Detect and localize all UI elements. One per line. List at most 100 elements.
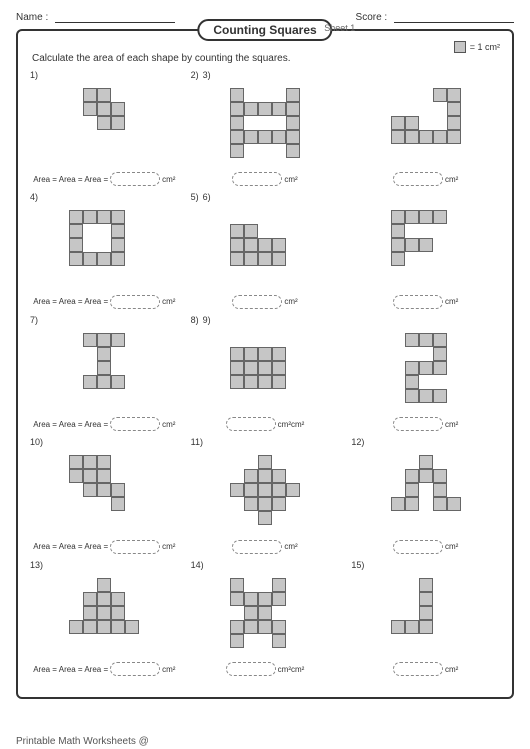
empty-square xyxy=(286,238,300,252)
empty-square xyxy=(433,592,447,606)
empty-square xyxy=(244,116,258,130)
filled-square xyxy=(258,511,272,525)
empty-square xyxy=(125,210,139,224)
filled-square xyxy=(391,130,405,144)
empty-square xyxy=(125,361,139,375)
filled-square xyxy=(419,592,433,606)
empty-square xyxy=(286,224,300,238)
empty-square xyxy=(69,333,83,347)
problem-cell: 8)9)cm²cm² xyxy=(189,315,342,435)
answer-blank[interactable] xyxy=(393,172,443,186)
filled-square xyxy=(97,455,111,469)
unit-label: cm² xyxy=(445,665,458,674)
filled-square xyxy=(272,578,286,592)
empty-square xyxy=(433,102,447,116)
empty-square xyxy=(69,361,83,375)
empty-square xyxy=(286,469,300,483)
empty-square xyxy=(258,578,272,592)
empty-square xyxy=(69,634,83,648)
filled-square xyxy=(433,389,447,403)
empty-square xyxy=(433,620,447,634)
filled-square xyxy=(286,116,300,130)
filled-square xyxy=(433,88,447,102)
unit-label: cm² xyxy=(445,175,458,184)
answer-blank[interactable] xyxy=(110,417,160,431)
answer-blank[interactable] xyxy=(393,662,443,676)
empty-square xyxy=(69,347,83,361)
shape-grid xyxy=(69,88,139,158)
filled-square xyxy=(391,210,405,224)
filled-square xyxy=(405,361,419,375)
filled-square xyxy=(230,252,244,266)
empty-square xyxy=(286,252,300,266)
empty-square xyxy=(391,592,405,606)
filled-square xyxy=(97,469,111,483)
filled-square xyxy=(433,347,447,361)
filled-square xyxy=(258,606,272,620)
filled-square xyxy=(69,620,83,634)
filled-square xyxy=(405,497,419,511)
filled-square xyxy=(286,483,300,497)
empty-square xyxy=(447,592,461,606)
problem-cell: 5)6)cm² xyxy=(189,192,342,312)
answer-blank[interactable] xyxy=(110,295,160,309)
unit-label: cm² xyxy=(445,542,458,551)
empty-square xyxy=(405,224,419,238)
filled-square xyxy=(111,606,125,620)
filled-square xyxy=(391,497,405,511)
answer-row: Area = Area = Area =cm² xyxy=(28,172,181,186)
empty-square xyxy=(111,634,125,648)
shape-container xyxy=(189,206,342,284)
empty-square xyxy=(69,102,83,116)
footer-text: Printable Math Worksheets @ xyxy=(16,736,149,747)
empty-square xyxy=(391,102,405,116)
answer-blank[interactable] xyxy=(226,417,276,431)
filled-square xyxy=(69,210,83,224)
unit-label: cm² xyxy=(162,297,175,306)
shape-container xyxy=(189,329,342,407)
answer-blank[interactable] xyxy=(110,662,160,676)
filled-square xyxy=(419,238,433,252)
answer-blank[interactable] xyxy=(393,417,443,431)
instruction-text: Calculate the area of each shape by coun… xyxy=(32,53,502,64)
score-underline[interactable] xyxy=(394,13,514,23)
answer-blank[interactable] xyxy=(232,540,282,554)
filled-square xyxy=(244,497,258,511)
empty-square xyxy=(447,578,461,592)
empty-square xyxy=(391,144,405,158)
empty-square xyxy=(419,483,433,497)
empty-square xyxy=(391,578,405,592)
empty-square xyxy=(125,455,139,469)
answer-blank[interactable] xyxy=(110,540,160,554)
empty-square xyxy=(97,238,111,252)
empty-square xyxy=(447,389,461,403)
name-underline[interactable] xyxy=(55,13,175,23)
filled-square xyxy=(230,144,244,158)
answer-blank[interactable] xyxy=(110,172,160,186)
filled-square xyxy=(405,238,419,252)
empty-square xyxy=(286,333,300,347)
filled-square xyxy=(433,483,447,497)
filled-square xyxy=(419,130,433,144)
question-number: 11) xyxy=(191,437,203,447)
empty-square xyxy=(230,389,244,403)
empty-square xyxy=(391,455,405,469)
problem-cell: 13)Area = Area = Area =cm² xyxy=(28,560,181,680)
filled-square xyxy=(69,455,83,469)
answer-blank[interactable] xyxy=(226,662,276,676)
filled-square xyxy=(111,483,125,497)
empty-square xyxy=(447,361,461,375)
empty-square xyxy=(419,252,433,266)
empty-square xyxy=(230,511,244,525)
filled-square xyxy=(111,620,125,634)
answer-blank[interactable] xyxy=(393,295,443,309)
filled-square xyxy=(391,238,405,252)
answer-blank[interactable] xyxy=(232,295,282,309)
filled-square xyxy=(405,620,419,634)
empty-square xyxy=(69,88,83,102)
filled-square xyxy=(230,88,244,102)
answer-blank[interactable] xyxy=(232,172,282,186)
empty-square xyxy=(83,634,97,648)
problem-grid: 1)Area = Area = Area =cm²2)3)cm²cm²4)Are… xyxy=(28,70,502,680)
answer-blank[interactable] xyxy=(393,540,443,554)
